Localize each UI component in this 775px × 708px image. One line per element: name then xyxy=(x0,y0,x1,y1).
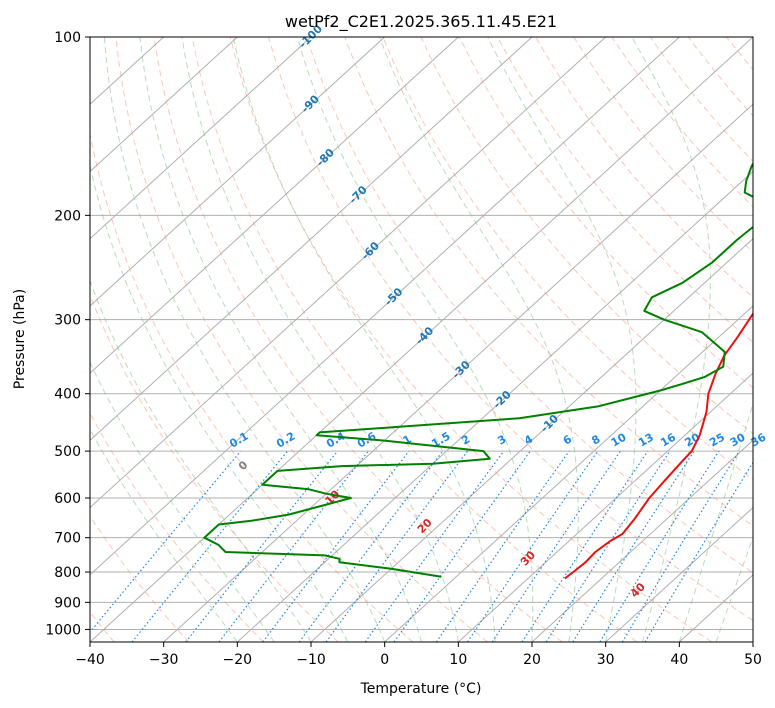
background-lines xyxy=(90,37,753,642)
y-tick-label: 200 xyxy=(54,208,81,224)
data-series xyxy=(203,162,753,580)
y-tick-label: 500 xyxy=(54,444,81,460)
mixing-ratio-line xyxy=(521,450,649,642)
moist-adiabat xyxy=(90,428,238,642)
mixing-ratio-line xyxy=(262,450,410,642)
y-tick-label: 900 xyxy=(54,595,81,611)
y-tick-label: 400 xyxy=(54,387,81,403)
isotherm-line xyxy=(90,37,680,576)
isotherm-line xyxy=(90,37,533,442)
moist-adiabat xyxy=(379,37,579,642)
y-axis: 100 200 300 400 500 600 700 800 900 1000 xyxy=(45,30,90,638)
temperature-profile xyxy=(564,311,753,580)
isotherm-line xyxy=(605,506,753,642)
dry-adiabat xyxy=(90,131,414,642)
mixing-ratio-line xyxy=(325,450,468,642)
moist-adiabat xyxy=(296,37,534,642)
y-tick-label: 700 xyxy=(54,531,81,547)
x-tick-label: 0 xyxy=(380,652,389,668)
x-tick-label: 40 xyxy=(670,652,688,668)
moist-adiabat xyxy=(487,37,637,642)
dry-adiabat xyxy=(90,515,190,642)
mixing-ratio-line xyxy=(90,450,242,633)
isotherm-line xyxy=(90,37,312,240)
x-tick-label: −20 xyxy=(223,652,253,668)
dry-adiabat xyxy=(535,37,753,298)
plot-frame xyxy=(89,36,754,643)
isotherm-line xyxy=(163,103,753,642)
dry-adiabat xyxy=(306,37,753,574)
dry-adiabat xyxy=(344,37,753,527)
moist-adiabat xyxy=(181,37,459,642)
y-tick-label: 100 xyxy=(54,30,81,46)
dry-adiabat xyxy=(153,37,563,642)
isotherm-line xyxy=(384,305,753,642)
y-axis-title: Pressure (hPa) xyxy=(12,289,28,389)
dry-adiabat xyxy=(382,37,753,481)
x-tick-label: 20 xyxy=(523,652,541,668)
mixing-ratio-line xyxy=(393,450,531,642)
moist-adiabat xyxy=(139,37,422,642)
x-tick-label: −30 xyxy=(149,652,179,668)
dry-adiabat xyxy=(115,37,488,642)
moist-adiabat xyxy=(631,37,711,642)
mixing-ratio-line xyxy=(364,450,505,642)
dry-adiabat xyxy=(191,37,638,642)
dry-adiabat xyxy=(268,37,753,622)
moist-adiabat xyxy=(90,361,275,642)
isotherm-line xyxy=(457,372,753,642)
x-axis-title: Temperature (°C) xyxy=(360,681,482,697)
moist-adiabat xyxy=(678,401,753,642)
mixing-ratio-line xyxy=(466,450,599,642)
moist-adiabat xyxy=(232,37,496,642)
x-tick-label: 10 xyxy=(449,652,467,668)
isotherm-line xyxy=(236,170,753,642)
mixing-ratio-line xyxy=(185,450,339,642)
isotherm-line xyxy=(90,37,607,509)
mixing-ratio-line xyxy=(491,450,621,642)
y-tick-label: 600 xyxy=(54,491,81,507)
isotherm-line xyxy=(90,37,238,173)
x-axis: −40 −30 −20 −10 0 10 20 30 40 50 xyxy=(75,642,762,668)
mixing-ratio-line xyxy=(572,450,695,642)
y-tick-label: 300 xyxy=(54,313,81,329)
isotherm-line xyxy=(90,37,386,307)
x-tick-label: −10 xyxy=(296,652,326,668)
isotherm-line xyxy=(90,37,459,374)
x-tick-label: 50 xyxy=(744,652,762,668)
dry-adiabat xyxy=(90,412,264,642)
dewpoint-profile xyxy=(203,162,753,578)
isotherm-line xyxy=(310,237,753,642)
y-tick-label: 800 xyxy=(54,565,81,581)
x-tick-label: 30 xyxy=(597,652,615,668)
mixing-ratio-line xyxy=(545,450,671,642)
mixing-ratio-line xyxy=(621,450,740,642)
isotherm-line xyxy=(531,439,753,642)
mixing-ratio-line xyxy=(435,450,570,642)
mixing-ratio-line xyxy=(131,450,289,642)
x-tick-label: −40 xyxy=(75,652,105,668)
moist-adiabat xyxy=(90,163,349,642)
y-tick-label: 1000 xyxy=(45,622,81,638)
chart-title: wetPf2_C2E1.2025.365.11.45.E21 xyxy=(285,12,557,32)
dry-adiabat xyxy=(229,37,712,642)
moist-adiabat xyxy=(715,535,753,642)
